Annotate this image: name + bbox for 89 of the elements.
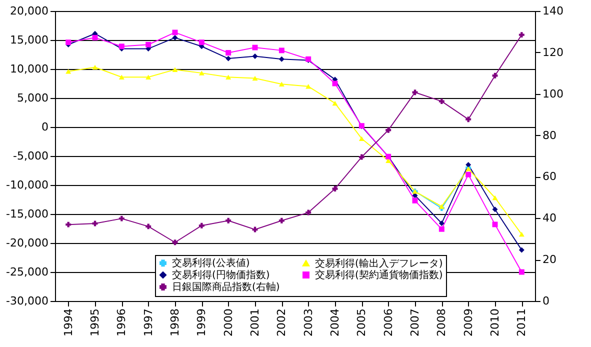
x-tick-label: 2007 <box>408 308 422 336</box>
legend-label: 交易利得(輸出入デフレータ) <box>315 257 443 270</box>
y-tick-label: -20,000 <box>6 236 48 250</box>
point <box>92 34 98 40</box>
point <box>438 226 444 232</box>
x-tick-label: 2010 <box>488 308 502 336</box>
x-tick-label: 2008 <box>435 308 448 336</box>
point <box>146 224 152 230</box>
y2-tick-label: 60 <box>542 170 556 184</box>
point <box>118 74 124 80</box>
point <box>306 210 312 216</box>
point <box>226 218 232 224</box>
point <box>278 218 284 224</box>
point <box>146 42 152 48</box>
y2-tick-label: 20 <box>542 253 556 266</box>
point <box>358 136 364 141</box>
x-tick-label: 1997 <box>142 308 155 336</box>
point <box>198 40 204 46</box>
y-tick-label: -30,000 <box>6 294 48 308</box>
y-tick-label: 5,000 <box>17 92 48 104</box>
x-tick-label: 2006 <box>382 308 395 336</box>
y-tick-label: 0 <box>42 120 48 134</box>
y-tick-label: 15,000 <box>10 34 48 46</box>
point <box>278 82 284 86</box>
x-tick-label: 2000 <box>222 308 235 336</box>
y2-tick-label: 80 <box>542 128 556 142</box>
legend-label: 交易利得(円物価指数) <box>172 269 270 281</box>
y-tick-label: -5,000 <box>13 150 48 162</box>
y2-tick-label: 100 <box>542 87 564 100</box>
point <box>226 56 232 62</box>
y2-tick-label: 0 <box>542 294 550 308</box>
y-tick-label: -25,000 <box>6 266 48 278</box>
point <box>438 98 444 104</box>
x-tick-label: 2001 <box>248 308 262 336</box>
point <box>118 216 124 222</box>
point <box>412 198 418 204</box>
point <box>172 30 178 36</box>
point <box>466 116 472 122</box>
point <box>278 56 284 62</box>
y-tick-label: -15,000 <box>6 208 48 220</box>
y2-tick-label: 140 <box>542 4 564 18</box>
x-tick-label: 2002 <box>275 308 288 336</box>
x-tick-label: 1996 <box>115 308 128 336</box>
x-tick-label: 2004 <box>328 308 342 336</box>
x-tick-label: 2003 <box>302 308 315 336</box>
y2-tick-label: 120 <box>542 46 564 59</box>
point <box>332 100 338 106</box>
point <box>358 154 364 160</box>
point <box>198 70 204 76</box>
point <box>492 195 498 200</box>
point <box>66 222 72 228</box>
point <box>252 76 258 81</box>
point <box>466 162 472 168</box>
point <box>278 48 284 54</box>
point <box>198 222 204 228</box>
y-tick-label: -10,000 <box>6 178 48 192</box>
point <box>252 54 258 59</box>
point <box>172 67 178 72</box>
x-tick-label: 1995 <box>88 308 102 336</box>
point <box>492 222 498 228</box>
y2-tick-label: 40 <box>542 212 556 225</box>
x-tick-label: 1998 <box>168 308 182 336</box>
point <box>172 34 178 40</box>
point <box>466 172 472 178</box>
point <box>438 220 444 226</box>
y-tick-label: 10,000 <box>10 62 48 76</box>
point <box>492 206 498 212</box>
legend-label: 交易利得(公表値) <box>172 257 250 270</box>
x-tick-label: 2011 <box>515 308 528 336</box>
point <box>518 247 524 253</box>
x-tick-label: 2009 <box>462 308 475 336</box>
x-tick-label: 2005 <box>355 308 368 336</box>
x-tick-label: 1994 <box>62 308 75 336</box>
point <box>66 68 72 74</box>
y-tick-label: 20,000 <box>10 4 48 18</box>
point <box>518 32 524 38</box>
point <box>332 186 338 192</box>
point <box>306 84 312 89</box>
point <box>518 269 524 275</box>
point <box>226 50 232 56</box>
point <box>226 74 232 80</box>
point <box>92 64 98 70</box>
x-tick-label: 1999 <box>195 308 208 336</box>
legend-label: 日銀国際商品指数(右軸) <box>172 281 280 293</box>
point <box>146 74 152 80</box>
legend-label: 交易利得(契約通貨物価指数) <box>315 269 443 281</box>
point <box>518 232 524 237</box>
point <box>252 44 258 50</box>
point <box>386 127 392 133</box>
